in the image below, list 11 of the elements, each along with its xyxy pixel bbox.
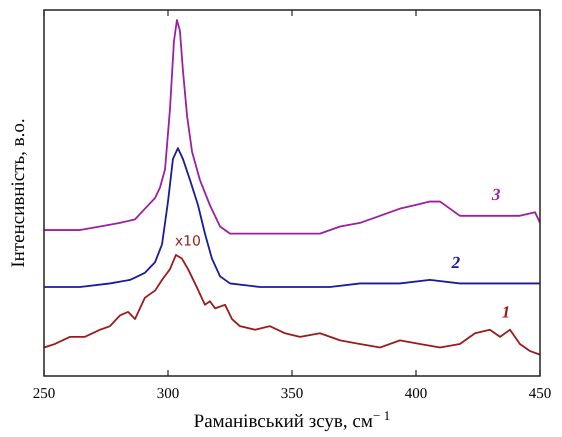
x-tick-label: 250 [32,386,56,402]
x-tick-label: 350 [280,386,304,402]
x-tick-label: 400 [404,386,428,402]
annotation: x10 [174,233,201,250]
series-label: 1 [502,302,510,322]
x-tick-label: 300 [156,386,180,402]
y-axis-title: Інтенсивність, в.о. [8,118,29,268]
series-label: 2 [450,252,461,272]
x-tick-label: 450 [528,386,552,402]
x-axis-title: Раманівський зсув, см$^{− 1}$ [194,408,390,432]
series-label: 3 [490,185,501,204]
